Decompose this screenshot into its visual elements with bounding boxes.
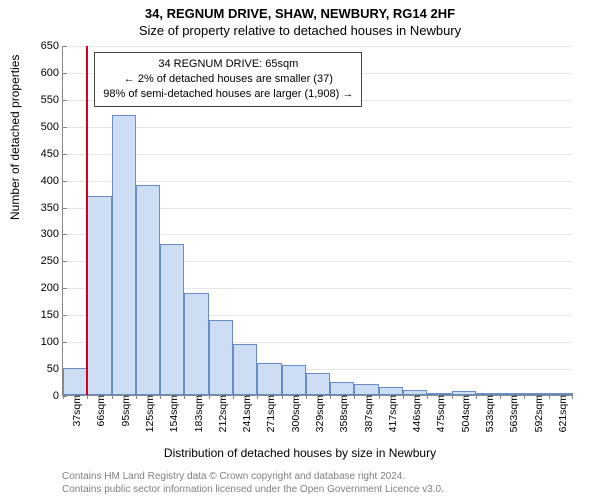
x-tick-label: 504sqm <box>456 395 472 432</box>
x-tick-label: 533sqm <box>480 395 496 432</box>
x-tick-label: 446sqm <box>407 395 423 432</box>
gridline <box>63 127 572 128</box>
x-tick-label: 125sqm <box>140 395 156 432</box>
x-tick-label: 475sqm <box>431 395 447 432</box>
x-tick-mark <box>209 395 210 399</box>
x-tick-mark <box>452 395 453 399</box>
x-tick-mark <box>282 395 283 399</box>
x-tick-mark <box>306 395 307 399</box>
x-tick-label: 563sqm <box>504 395 520 432</box>
footer-line-1: Contains HM Land Registry data © Crown c… <box>62 471 444 484</box>
histogram-bar <box>63 368 87 395</box>
y-tick-label: 100 <box>19 336 63 348</box>
x-tick-mark <box>184 395 185 399</box>
x-tick-label: 241sqm <box>237 395 253 432</box>
x-tick-label: 621sqm <box>553 395 569 432</box>
x-tick-label: 300sqm <box>286 395 302 432</box>
footer-text: Contains HM Land Registry data © Crown c… <box>62 471 444 496</box>
x-tick-label: 154sqm <box>164 395 180 432</box>
gridline <box>63 46 572 47</box>
histogram-bar <box>160 244 184 395</box>
y-tick-label: 0 <box>19 390 63 402</box>
y-tick-label: 650 <box>19 40 63 52</box>
y-tick-label: 250 <box>19 255 63 267</box>
x-tick-label: 358sqm <box>334 395 350 432</box>
histogram-bar <box>257 363 281 395</box>
y-tick-label: 550 <box>19 94 63 106</box>
x-tick-mark <box>354 395 355 399</box>
gridline <box>63 181 572 182</box>
y-tick-label: 200 <box>19 282 63 294</box>
x-tick-mark <box>87 395 88 399</box>
histogram-bar <box>282 365 306 395</box>
x-tick-mark <box>63 395 64 399</box>
x-tick-label: 417sqm <box>383 395 399 432</box>
x-tick-label: 329sqm <box>310 395 326 432</box>
histogram-bar <box>209 320 233 395</box>
histogram-bar <box>136 185 160 395</box>
chart-container: 34, REGNUM DRIVE, SHAW, NEWBURY, RG14 2H… <box>0 0 600 500</box>
x-tick-label: 37sqm <box>67 395 83 427</box>
histogram-bar <box>330 382 354 395</box>
y-tick-label: 50 <box>19 363 63 375</box>
y-tick-label: 500 <box>19 121 63 133</box>
histogram-bar <box>306 373 330 395</box>
x-tick-label: 183sqm <box>189 395 205 432</box>
histogram-bar <box>112 115 136 395</box>
marker-line <box>86 46 88 395</box>
x-tick-label: 271sqm <box>261 395 277 432</box>
x-tick-mark <box>112 395 113 399</box>
annotation-line-2: ← 2% of detached houses are smaller (37) <box>103 72 353 87</box>
histogram-bar <box>233 344 257 395</box>
x-tick-mark <box>403 395 404 399</box>
y-tick-label: 350 <box>19 202 63 214</box>
x-tick-label: 66sqm <box>91 395 107 427</box>
y-tick-label: 400 <box>19 175 63 187</box>
x-tick-mark <box>476 395 477 399</box>
y-tick-label: 150 <box>19 309 63 321</box>
footer-line-2: Contains public sector information licen… <box>62 484 444 497</box>
x-tick-label: 212sqm <box>213 395 229 432</box>
y-tick-label: 450 <box>19 148 63 160</box>
y-axis-label: Number of detached properties <box>8 55 22 220</box>
x-tick-mark <box>572 395 573 399</box>
x-tick-mark <box>427 395 428 399</box>
histogram-bar <box>87 196 111 395</box>
x-tick-label: 387sqm <box>359 395 375 432</box>
x-tick-label: 95sqm <box>116 395 132 427</box>
y-tick-label: 300 <box>19 228 63 240</box>
chart-title-main: 34, REGNUM DRIVE, SHAW, NEWBURY, RG14 2H… <box>0 0 600 21</box>
annotation-line-1: 34 REGNUM DRIVE: 65sqm <box>103 57 353 72</box>
gridline <box>63 154 572 155</box>
chart-title-sub: Size of property relative to detached ho… <box>0 21 600 38</box>
annotation-line-3: 98% of semi-detached houses are larger (… <box>103 87 353 102</box>
x-tick-mark <box>136 395 137 399</box>
x-tick-mark <box>257 395 258 399</box>
histogram-bar <box>379 387 403 395</box>
histogram-bar <box>354 384 378 395</box>
x-tick-mark <box>500 395 501 399</box>
x-tick-mark <box>379 395 380 399</box>
x-tick-mark <box>160 395 161 399</box>
annotation-box: 34 REGNUM DRIVE: 65sqm ← 2% of detached … <box>94 52 362 107</box>
x-tick-label: 592sqm <box>529 395 545 432</box>
plot-area: 0501001502002503003504004505005506006503… <box>62 46 572 396</box>
x-tick-mark <box>524 395 525 399</box>
histogram-bar <box>184 293 208 395</box>
x-tick-mark <box>549 395 550 399</box>
x-tick-mark <box>330 395 331 399</box>
x-axis-label: Distribution of detached houses by size … <box>0 446 600 460</box>
x-tick-mark <box>233 395 234 399</box>
y-tick-label: 600 <box>19 67 63 79</box>
